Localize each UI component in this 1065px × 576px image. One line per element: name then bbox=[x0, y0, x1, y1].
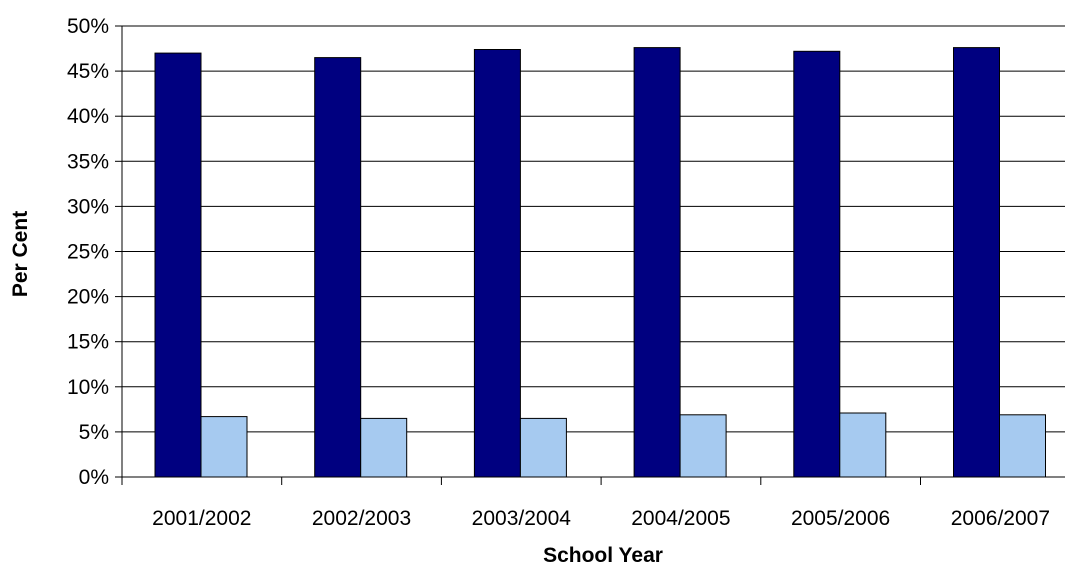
bar-series-2-2006-2007 bbox=[999, 414, 1046, 478]
y-tick-label: 45% bbox=[67, 60, 109, 83]
y-tick-label: 10% bbox=[67, 376, 109, 399]
y-tick-label: 30% bbox=[67, 195, 109, 218]
y-tick-label: 25% bbox=[67, 241, 109, 264]
x-tick-label: 2006/2007 bbox=[951, 507, 1050, 530]
bar-series-2-2004-2005 bbox=[679, 414, 727, 478]
y-tick-label: 50% bbox=[67, 15, 109, 38]
y-tick-label: 0% bbox=[79, 466, 109, 489]
bars bbox=[154, 47, 1046, 478]
x-tick-label: 2002/2003 bbox=[312, 507, 411, 530]
bar-series-1-2005-2006 bbox=[793, 50, 841, 478]
x-tick-label: 2001/2002 bbox=[152, 507, 251, 530]
tick-labels: 0% 5% 10% 15% 20% 25% 30% 35% 40% 45% 50% 2001/2002… bbox=[67, 15, 1050, 530]
x-tick-label: 2004/2005 bbox=[631, 507, 730, 530]
bar-series-1-2001-2002 bbox=[154, 52, 202, 478]
axes bbox=[115, 25, 1065, 485]
bar-series-1-2003-2004 bbox=[473, 49, 521, 478]
y-tick-label: 20% bbox=[67, 286, 109, 309]
x-tick-label: 2005/2006 bbox=[791, 507, 890, 530]
y-tick-label: 40% bbox=[67, 105, 109, 128]
x-axis-title: School Year bbox=[543, 544, 663, 567]
x-tick-label: 2003/2004 bbox=[472, 507, 572, 530]
bar-series-1-2006-2007 bbox=[953, 47, 1000, 478]
y-axis-title: Per Cent bbox=[9, 211, 32, 297]
bar-series-2-2002-2003 bbox=[360, 417, 408, 478]
gridlines bbox=[122, 25, 1065, 433]
bar-series-1-2002-2003 bbox=[314, 57, 362, 478]
y-tick-label: 5% bbox=[79, 421, 109, 444]
y-tick-label: 35% bbox=[67, 150, 109, 173]
bar-series-2-2003-2004 bbox=[519, 417, 567, 478]
bar-series-2-2005-2006 bbox=[839, 412, 887, 478]
bar-series-2-2001-2002 bbox=[200, 416, 248, 478]
bar-series-1-2004-2005 bbox=[633, 47, 681, 478]
y-tick-label: 15% bbox=[67, 331, 109, 354]
